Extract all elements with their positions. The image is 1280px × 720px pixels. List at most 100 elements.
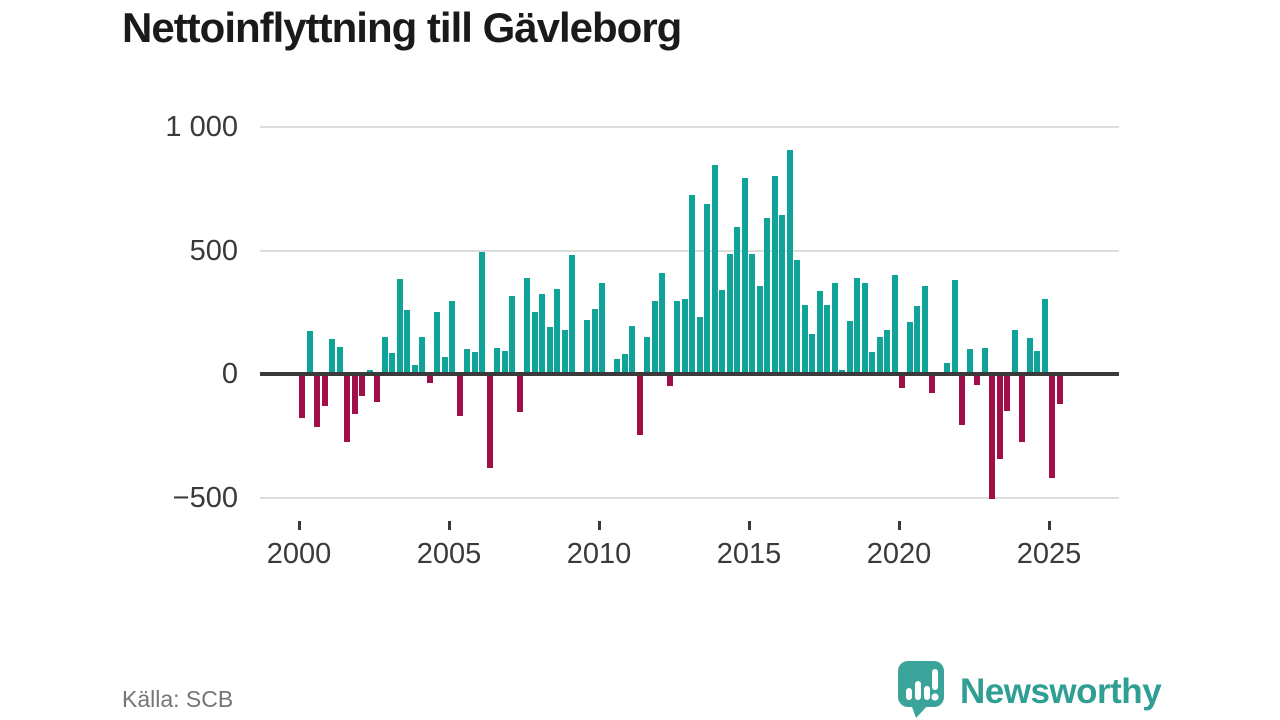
bar-2001-q4 (351, 374, 358, 414)
bar-2009-q4 (591, 308, 598, 374)
x-tick-label-2010: 2010 (566, 538, 632, 570)
bar-2011-q1 (629, 325, 635, 374)
bar-2020-q3 (914, 306, 920, 374)
bar-2011-q2 (636, 374, 643, 435)
x-tick-2010 (597, 521, 601, 530)
bar-2012-q1 (659, 272, 665, 374)
bar-2023-q3 (1004, 374, 1010, 412)
bar-2023-q2 (996, 374, 1003, 460)
bar-2018-q2 (846, 320, 853, 374)
bar-2014-q1 (719, 290, 725, 374)
bar-2005-q1 (449, 301, 455, 374)
bar-2005-q3 (464, 349, 470, 374)
bar-2000-q4 (321, 374, 328, 407)
zero-axis-line (260, 372, 1119, 376)
bar-2015-q3 (764, 218, 770, 374)
bar-2017-q1 (809, 334, 815, 374)
bar-2004-q3 (434, 312, 440, 374)
bar-2021-q4 (951, 280, 958, 374)
x-tick-label-2020: 2020 (866, 538, 932, 570)
newsworthy-logo[interactable]: Newsworthy (896, 660, 1162, 720)
bar-2012-q4 (681, 298, 688, 374)
bar-2006-q1 (479, 251, 485, 374)
bar-2013-q4 (711, 165, 718, 374)
gridline-1000 (260, 126, 1119, 128)
bar-2007-q1 (509, 296, 515, 374)
bar-2002-q4 (381, 336, 388, 374)
x-tick-2015 (747, 521, 751, 530)
bar-2021-q1 (929, 374, 935, 393)
bar-2014-q3 (734, 227, 740, 374)
bar-2007-q2 (516, 374, 523, 413)
bar-2017-q3 (824, 304, 830, 374)
x-tick-label-2000: 2000 (266, 538, 332, 570)
bar-2024-q3 (1034, 350, 1040, 374)
bar-2012-q3 (674, 301, 680, 374)
x-tick-2020 (897, 521, 901, 530)
bar-2007-q4 (531, 312, 538, 374)
x-tick-2005 (447, 521, 451, 530)
bar-2003-q4 (411, 365, 418, 374)
y-tick-label-500: 500 (189, 234, 238, 267)
gridline--500 (260, 496, 1119, 499)
bar-2005-q4 (471, 351, 478, 374)
bar-2004-q4 (441, 356, 448, 374)
bar-2001-q1 (329, 339, 335, 374)
bar-2009-q3 (584, 319, 590, 374)
bar-2015-q2 (756, 286, 763, 374)
bar-2003-q3 (404, 309, 410, 374)
bar-2013-q2 (696, 317, 703, 374)
bar-2025-q1 (1049, 374, 1055, 478)
x-tick-2025 (1047, 521, 1051, 530)
bar-2003-q1 (389, 353, 395, 374)
bar-2016-q1 (779, 214, 785, 374)
bar-2011-q4 (651, 301, 658, 374)
bar-2000-q3 (314, 374, 320, 428)
bar-2022-q3 (974, 374, 980, 386)
bar-2018-q4 (861, 282, 868, 374)
bar-2021-q3 (944, 362, 950, 374)
bar-2019-q4 (891, 275, 898, 374)
bar-2003-q2 (396, 278, 403, 374)
bar-2017-q4 (831, 282, 838, 374)
bar-2018-q3 (854, 277, 860, 374)
bar-2015-q4 (771, 176, 778, 374)
bar-2014-q4 (741, 177, 748, 374)
source-label: Källa: SCB (122, 686, 234, 712)
bar-2009-q1 (569, 255, 575, 374)
bar-2022-q2 (966, 349, 973, 374)
bar-2004-q1 (419, 336, 425, 374)
bar-2006-q2 (486, 374, 493, 468)
bar-2024-q1 (1019, 374, 1025, 442)
bar-2000-q2 (306, 330, 313, 374)
bar-2010-q3 (614, 359, 620, 374)
bar-2005-q2 (456, 374, 463, 416)
bar-2008-q1 (539, 293, 545, 374)
bar-2006-q3 (494, 348, 500, 374)
bar-2001-q2 (336, 346, 343, 374)
bar-2019-q2 (876, 336, 883, 374)
bar-2015-q1 (749, 254, 755, 374)
bar-2023-q1 (989, 374, 995, 499)
bar-2024-q4 (1041, 298, 1048, 374)
x-tick-label-2015: 2015 (716, 538, 782, 570)
x-tick-label-2005: 2005 (416, 538, 482, 570)
bar-2019-q3 (884, 329, 890, 374)
bar-2016-q3 (794, 260, 800, 374)
bar-2016-q2 (786, 150, 793, 374)
bar-2020-q2 (906, 322, 913, 374)
bar-2022-q4 (981, 348, 988, 374)
bar-2002-q1 (359, 374, 365, 397)
x-tick-label-2025: 2025 (1016, 538, 1082, 570)
chart-title: Nettoinflyttning till Gävleborg (122, 4, 682, 51)
bar-2007-q3 (524, 277, 530, 374)
bar-2013-q3 (704, 203, 710, 374)
y-tick-label-0: 0 (221, 358, 238, 390)
bar-2022-q1 (959, 374, 965, 425)
bar-2020-q4 (921, 286, 928, 374)
newsworthy-logo-icon (896, 660, 948, 720)
bar-2012-q2 (666, 374, 673, 387)
bar-2002-q3 (374, 374, 380, 403)
bar-2008-q4 (561, 329, 568, 374)
newsworthy-logo-text: Newsworthy (960, 671, 1162, 711)
